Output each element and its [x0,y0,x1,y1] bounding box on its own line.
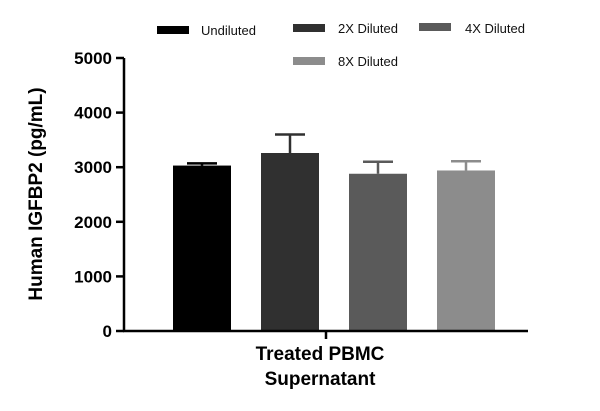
y-tick-label: 4000 [74,104,112,123]
x-axis-label-line-1: Treated PBMC [256,344,385,365]
legend-swatch-1 [157,26,189,34]
y-tick-label: 5000 [74,49,112,68]
legend-swatch-3 [419,23,451,31]
legend-label-2: 2X Diluted [338,21,398,36]
y-axis-title: Human IGFBP2 (pg/mL) [26,87,47,300]
bar-3 [349,173,407,331]
y-tick-label: 1000 [74,267,112,286]
legend-label-1: Undiluted [201,23,256,38]
bar-2 [261,153,319,331]
y-tick-label: 0 [103,322,112,341]
x-axis [123,329,528,339]
bar-1 [173,165,231,331]
y-tick-label: 2000 [74,213,112,232]
y-axis: 0 1000 2000 3000 4000 5000 [74,49,126,341]
legend-label-4: 8X Diluted [338,54,398,69]
y-tick-label: 3000 [74,158,112,177]
legend-label-3: 4X Diluted [465,21,525,36]
legend: Undiluted 2X Diluted 4X Diluted 8X Diluted [157,21,525,69]
legend-swatch-2 [293,24,325,32]
legend-swatch-4 [293,57,325,65]
x-axis-label-line-2: Supernatant [265,369,377,390]
bars [173,133,495,331]
bar-4 [437,170,495,331]
